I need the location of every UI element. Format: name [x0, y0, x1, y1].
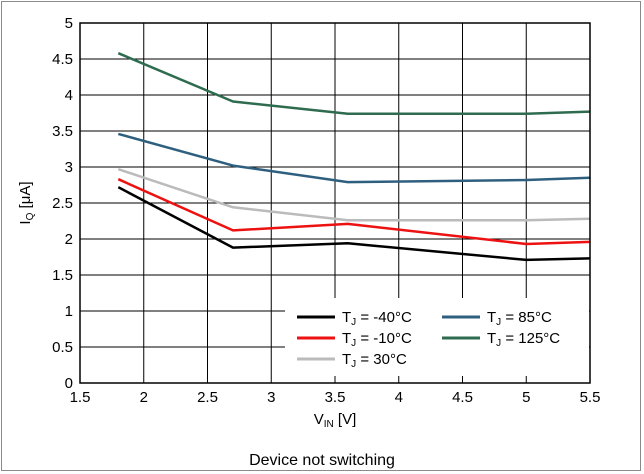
legend-label-1: TJ = -40°C	[342, 309, 412, 328]
y-tick-label: 3	[65, 159, 73, 176]
x-tick-label: 5	[522, 389, 530, 406]
y-tick-label: 3.5	[52, 123, 73, 140]
legend-label-4: TJ = 85°C	[487, 309, 552, 328]
y-tick-label: 4.5	[52, 51, 73, 68]
x-axis-label-main: V	[314, 411, 324, 428]
legend-label-5: TJ = 125°C	[487, 330, 560, 349]
legend-label-2: TJ = -10°C	[342, 330, 412, 349]
legend-box	[285, 298, 589, 376]
plot-area-border	[79, 22, 591, 384]
y-axis-label: IQ [μA]	[17, 181, 36, 224]
x-tick-label: 2	[140, 389, 148, 406]
x-tick-label: 3	[267, 389, 275, 406]
y-tick-label: 2	[65, 231, 73, 248]
x-tick-label: 3.5	[325, 389, 346, 406]
series-line-2	[117, 178, 591, 246]
x-tick-label: 5.5	[580, 389, 601, 406]
x-tick-label: 1.5	[70, 389, 91, 406]
y-tick-label: 1	[65, 303, 73, 320]
series-line-4	[117, 132, 591, 184]
x-tick-label: 4	[395, 389, 403, 406]
data-series	[117, 52, 591, 262]
x-tick-labels: 1.5 2 2.5 3 3.5 4 4.5 5 5.5	[70, 389, 601, 406]
x-tick-label: 4.5	[452, 389, 473, 406]
figure-caption: Device not switching	[249, 452, 395, 469]
y-tick-label: 0	[65, 375, 73, 392]
y-axis-label-main: I	[17, 220, 34, 224]
y-tick-labels: 0 0.5 1 1.5 2 2.5 3 3.5 4 4.5 5	[52, 15, 73, 392]
series-line-3	[117, 168, 591, 222]
legend-label-3: TJ = 30°C	[342, 351, 407, 370]
y-tick-label: 5	[65, 15, 73, 32]
y-axis-label-unit: [μA]	[17, 181, 34, 212]
legend: TJ = -40°C TJ = -10°C TJ = 30°C TJ = 85°C TJ…	[285, 298, 589, 376]
y-tick-label: 1.5	[52, 267, 73, 284]
y-tick-label: 4	[65, 87, 73, 104]
y-tick-label: 0.5	[52, 339, 73, 356]
x-axis-label: VIN [V]	[314, 411, 357, 430]
x-axis-label-subscript: IN	[324, 419, 334, 430]
x-axis-label-unit: [V]	[334, 411, 357, 428]
series-line-1	[117, 186, 591, 262]
y-axis-label-subscript: Q	[25, 212, 36, 220]
series-line-5	[117, 52, 591, 115]
y-tick-label: 2.5	[52, 195, 73, 212]
x-tick-label: 2.5	[197, 389, 218, 406]
